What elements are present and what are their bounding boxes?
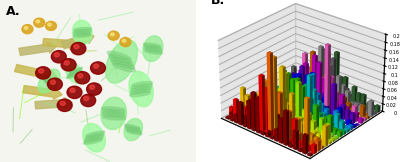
Ellipse shape	[108, 54, 132, 63]
Ellipse shape	[102, 114, 125, 118]
FancyArrow shape	[23, 86, 62, 99]
Ellipse shape	[69, 69, 82, 74]
Ellipse shape	[43, 79, 57, 86]
FancyArrow shape	[14, 64, 57, 81]
Ellipse shape	[70, 67, 82, 73]
FancyBboxPatch shape	[0, 0, 196, 162]
Ellipse shape	[44, 81, 58, 88]
Circle shape	[36, 20, 40, 23]
Circle shape	[87, 83, 102, 95]
Ellipse shape	[74, 27, 92, 31]
Ellipse shape	[126, 131, 142, 135]
FancyArrow shape	[35, 98, 72, 109]
Ellipse shape	[84, 139, 102, 144]
Ellipse shape	[83, 123, 106, 152]
Ellipse shape	[66, 73, 79, 79]
Ellipse shape	[86, 131, 105, 136]
Circle shape	[75, 72, 90, 84]
FancyArrow shape	[61, 33, 94, 49]
Circle shape	[24, 26, 28, 29]
Text: A.: A.	[6, 5, 20, 18]
Ellipse shape	[129, 71, 153, 107]
Circle shape	[71, 42, 86, 55]
Circle shape	[39, 69, 44, 73]
Circle shape	[64, 61, 69, 65]
Ellipse shape	[130, 89, 151, 94]
Ellipse shape	[67, 72, 80, 77]
Circle shape	[70, 88, 75, 93]
Ellipse shape	[73, 34, 91, 37]
Ellipse shape	[125, 124, 140, 129]
FancyArrow shape	[43, 38, 78, 50]
Circle shape	[74, 45, 79, 49]
Circle shape	[78, 74, 83, 78]
Circle shape	[81, 94, 96, 107]
Ellipse shape	[102, 111, 125, 116]
Ellipse shape	[111, 60, 134, 69]
Ellipse shape	[38, 69, 60, 93]
Circle shape	[61, 59, 76, 71]
Ellipse shape	[130, 91, 150, 97]
Ellipse shape	[42, 77, 56, 85]
Ellipse shape	[85, 135, 104, 140]
Ellipse shape	[124, 118, 142, 141]
Circle shape	[60, 101, 65, 105]
FancyArrow shape	[19, 42, 56, 55]
Ellipse shape	[131, 87, 152, 92]
Ellipse shape	[126, 127, 141, 132]
Circle shape	[67, 86, 82, 98]
Circle shape	[57, 99, 72, 111]
Ellipse shape	[107, 51, 130, 60]
Ellipse shape	[103, 116, 126, 120]
Ellipse shape	[126, 129, 142, 133]
Circle shape	[48, 23, 51, 26]
Circle shape	[48, 78, 62, 90]
Circle shape	[122, 39, 126, 42]
Circle shape	[50, 80, 56, 84]
Circle shape	[51, 51, 66, 63]
Ellipse shape	[143, 36, 163, 61]
Ellipse shape	[144, 48, 162, 52]
Ellipse shape	[125, 126, 140, 130]
Ellipse shape	[131, 84, 152, 89]
Text: B.: B.	[211, 0, 225, 7]
Circle shape	[34, 18, 45, 27]
Ellipse shape	[41, 76, 55, 83]
Ellipse shape	[110, 57, 133, 66]
Ellipse shape	[65, 62, 84, 84]
Ellipse shape	[73, 33, 91, 36]
Circle shape	[94, 64, 98, 68]
Ellipse shape	[74, 29, 91, 32]
Ellipse shape	[106, 40, 138, 83]
Ellipse shape	[145, 50, 162, 54]
Ellipse shape	[102, 107, 125, 111]
Ellipse shape	[144, 45, 161, 49]
Circle shape	[120, 38, 131, 47]
Ellipse shape	[40, 74, 54, 81]
Ellipse shape	[84, 137, 103, 142]
Ellipse shape	[112, 63, 136, 72]
Ellipse shape	[101, 97, 126, 130]
Circle shape	[36, 67, 50, 79]
Circle shape	[90, 62, 106, 74]
Ellipse shape	[85, 133, 104, 138]
Ellipse shape	[68, 70, 81, 76]
Circle shape	[90, 85, 95, 89]
Circle shape	[54, 53, 59, 57]
Ellipse shape	[144, 47, 162, 51]
Circle shape	[22, 25, 33, 34]
Ellipse shape	[102, 109, 125, 113]
Ellipse shape	[74, 31, 91, 34]
Circle shape	[108, 31, 119, 40]
Circle shape	[110, 33, 114, 36]
Ellipse shape	[144, 43, 161, 47]
Circle shape	[46, 21, 56, 30]
Circle shape	[84, 96, 89, 101]
Ellipse shape	[72, 20, 92, 45]
Ellipse shape	[132, 82, 153, 87]
